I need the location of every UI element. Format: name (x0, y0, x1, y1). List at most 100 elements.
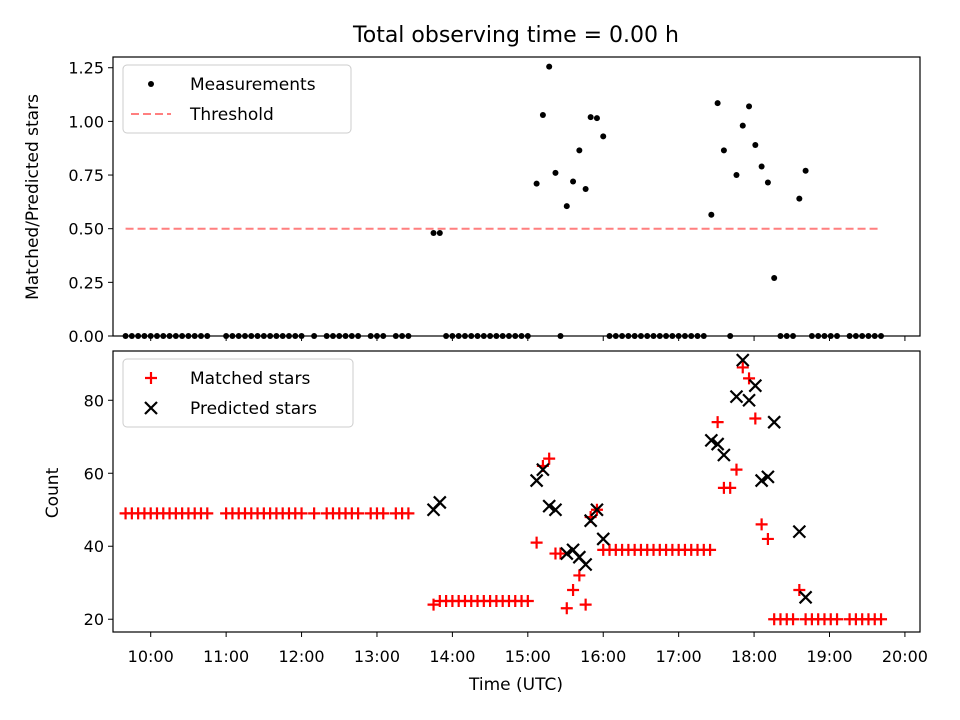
plot-frame (112, 350, 921, 633)
legend-matched-swatch (145, 372, 157, 384)
measurement-point (552, 169, 559, 176)
measurement-point (752, 141, 759, 148)
measurement-point (172, 333, 179, 339)
y-tick-label: 0.00 (68, 327, 104, 346)
predicted-star-point (735, 353, 750, 367)
y-tick-label: 80 (84, 391, 104, 410)
measurement-point (367, 333, 374, 339)
measurement-point (493, 333, 500, 339)
measurement-point (474, 333, 481, 339)
measurement-point (512, 333, 519, 339)
matched-star-point (308, 507, 321, 520)
y-tick-label: 1.00 (68, 112, 104, 131)
predicted-star-point (729, 389, 744, 404)
measurement-point (449, 333, 456, 339)
measurement-point (235, 333, 242, 339)
measurement-point (348, 333, 355, 339)
x-tick-label: 12:00 (278, 647, 324, 666)
measurement-point (669, 333, 676, 339)
predicted-star-point (742, 393, 756, 408)
legend: Matched stars Predicted stars (122, 358, 354, 428)
measurement-point (487, 333, 494, 339)
matched-star-point (201, 507, 214, 520)
measurement-point (631, 333, 638, 339)
predicted-star-point (710, 437, 725, 451)
predicted-star-point (529, 473, 544, 488)
measurement-point (342, 333, 349, 339)
matched-star-point (543, 452, 556, 465)
measurement-point (539, 111, 546, 118)
measurement-point (827, 333, 834, 339)
measurement-point (392, 333, 399, 339)
measurement-point (323, 333, 330, 339)
y-tick-label: 0.25 (68, 273, 104, 292)
x-tick-label: 10:00 (128, 647, 174, 666)
measurement-point (859, 333, 866, 339)
x-tick-label: 13:00 (354, 647, 400, 666)
measurement-point (746, 103, 753, 110)
measurement-point (204, 333, 211, 339)
measurement-point (533, 180, 540, 187)
predicted-star-point (548, 502, 563, 517)
measurement-point (656, 333, 663, 339)
measurement-point (455, 333, 462, 339)
measurement-point (582, 185, 589, 192)
measurement-point (821, 333, 828, 339)
matched-star-point (567, 584, 580, 597)
measurement-point (285, 333, 292, 339)
measurement-point (524, 333, 531, 339)
y-tick-label: 1.25 (68, 59, 104, 78)
top-y-axis-label: Matched/Predicted stars (23, 94, 43, 300)
x-tick-label: 11:00 (203, 647, 249, 666)
measurement-point (499, 333, 506, 339)
measurement-point (694, 333, 701, 339)
measurement-point (681, 333, 688, 339)
measurement-point (606, 333, 613, 339)
measurement-point (355, 333, 362, 339)
predicted-star-point (704, 433, 719, 448)
x-tick-label: 18:00 (731, 647, 777, 666)
measurement-point (878, 333, 885, 339)
measurement-point (405, 333, 412, 339)
matched-star-point (521, 594, 534, 607)
bottom-y-axis-label: Count (43, 467, 63, 518)
predicted-star-point (596, 532, 611, 546)
measurement-point (298, 333, 305, 339)
matched-star-point (579, 598, 592, 611)
measurement-point (733, 172, 740, 179)
x-tick-label: 15:00 (505, 647, 551, 666)
matched-star-point (560, 602, 573, 615)
y-tick-label: 20 (84, 610, 104, 629)
measurement-point (688, 333, 695, 339)
measurement-point (241, 333, 248, 339)
predicted-star-point (767, 415, 781, 429)
predicted-star-point (536, 462, 550, 477)
measurement-point (267, 333, 274, 339)
predicted-star-point (590, 502, 604, 517)
measurement-point (714, 100, 721, 107)
predicted-star-point (754, 473, 769, 488)
measurement-point (273, 333, 280, 339)
legend: Measurements Threshold (122, 64, 352, 134)
measurement-point (153, 333, 160, 339)
measurement-point (619, 333, 626, 339)
measurement-point (141, 333, 148, 339)
measurement-point (557, 333, 564, 339)
measurement-point (223, 333, 230, 339)
measurement-point (576, 147, 583, 154)
measurement-point (563, 203, 570, 210)
predicted-star-point (433, 495, 447, 510)
matched-star-point (295, 507, 308, 520)
y-tick-label: 60 (84, 464, 104, 483)
matched-star-point (736, 361, 749, 374)
measurement-point (128, 333, 135, 339)
matched-star-point (787, 613, 800, 626)
measurement-point (720, 147, 727, 154)
measurement-point (147, 333, 154, 339)
measurement-point (808, 333, 815, 339)
matched-star-point (704, 543, 717, 556)
matched-star-point (402, 507, 415, 520)
matched-star-point (875, 613, 888, 626)
measurement-point (461, 333, 468, 339)
measurement-point (587, 114, 594, 121)
